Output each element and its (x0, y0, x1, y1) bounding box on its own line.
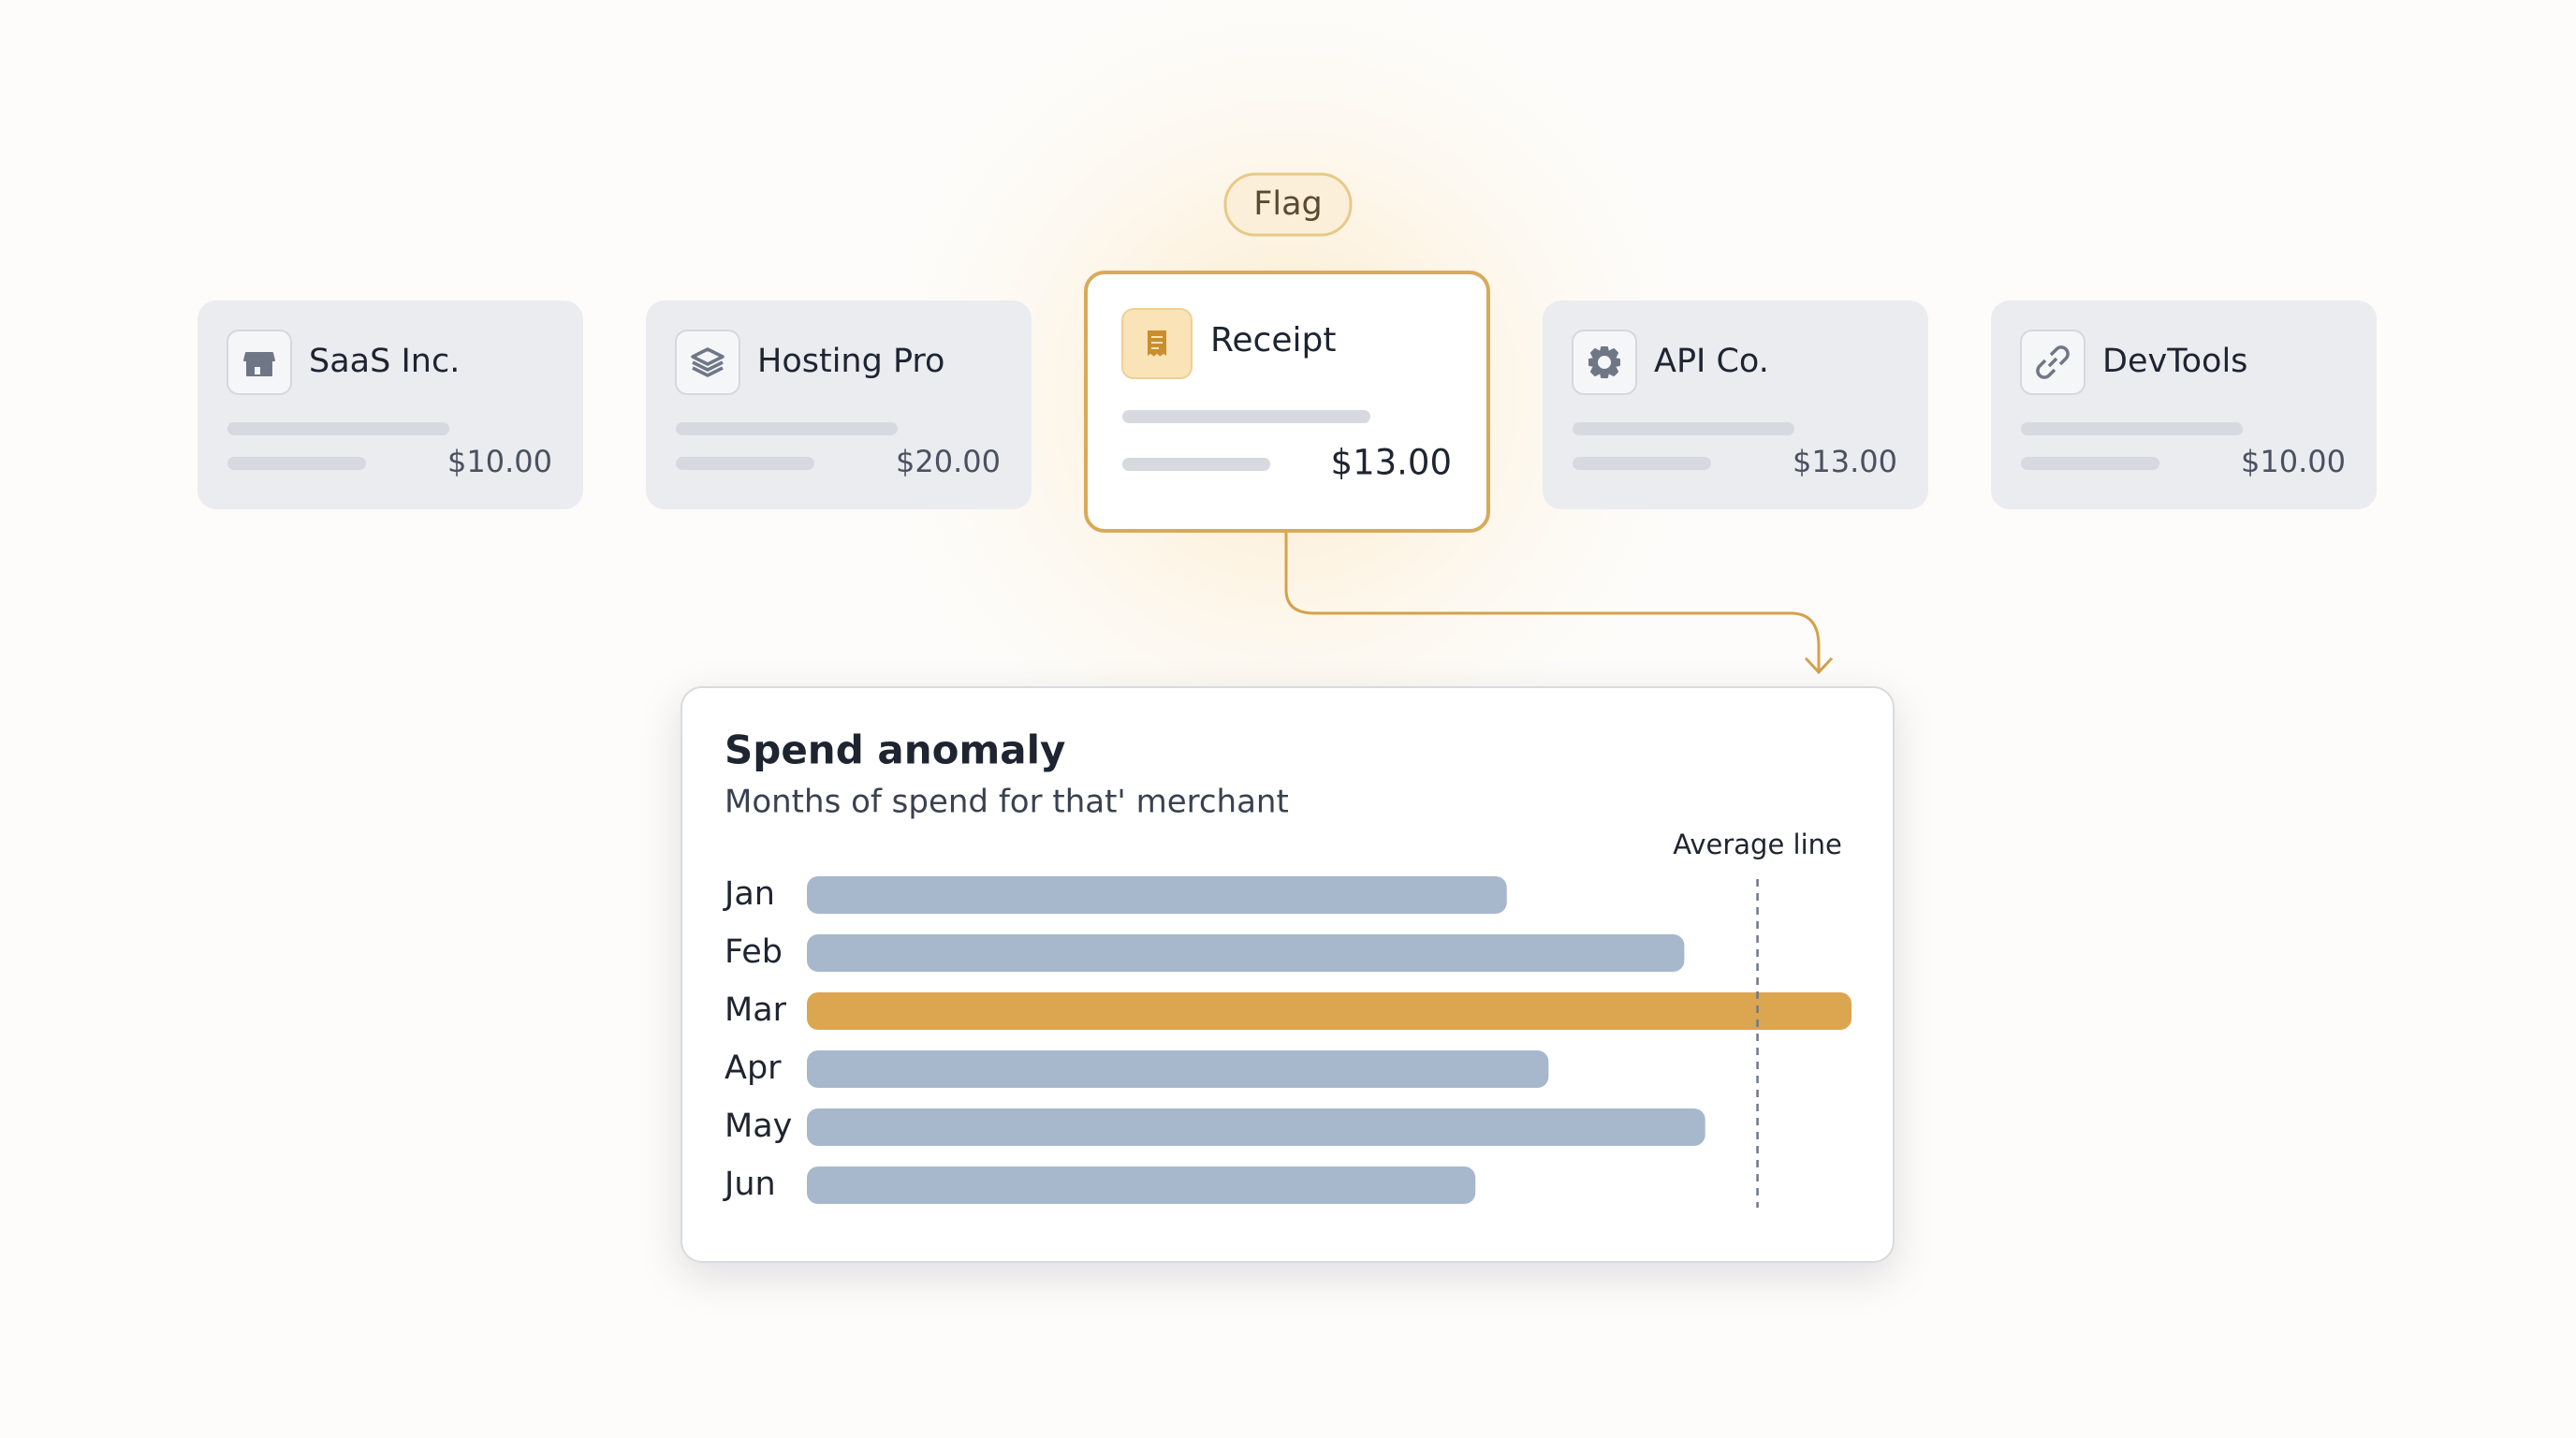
icon-box (675, 330, 740, 395)
placeholder-line (227, 422, 449, 435)
bar (807, 1167, 1476, 1204)
card-amount: $10.00 (2241, 444, 2346, 479)
merchant-card: Hosting Pro $20.00 (646, 301, 1032, 509)
month-label: Mar (724, 991, 787, 1029)
icon (2036, 345, 2070, 379)
placeholder-line (1122, 458, 1270, 471)
connector-arrow (1284, 531, 1834, 675)
bar (807, 934, 1685, 972)
cards: SaaS Inc. $10.00 Hosting Pro $20.00 Receipt $… (198, 271, 2377, 533)
bar (807, 876, 1507, 914)
month-label: Feb (724, 933, 783, 971)
card-name: API Co. (1654, 343, 1769, 380)
bar-chart: Average line Jan Feb Mar Apr May Jun (723, 829, 1852, 1208)
flag-pill (1223, 172, 1353, 237)
icon (1588, 346, 1620, 378)
bar (807, 992, 1852, 1030)
card-amount: $13.00 (1331, 443, 1452, 483)
icon (691, 347, 724, 377)
card-amount: $13.00 (1793, 444, 1897, 479)
card-amount: $20.00 (896, 444, 1001, 479)
card-name: SaaS Inc. (309, 343, 460, 380)
merchant-card: API Co. $13.00 (1543, 301, 1928, 509)
placeholder-line (1573, 422, 1794, 435)
flag-label: Flag (1253, 185, 1323, 223)
month-label: Jan (723, 875, 775, 913)
placeholder-line (676, 422, 898, 435)
icon (1146, 329, 1168, 359)
bar (807, 1108, 1705, 1146)
placeholder-line (676, 457, 814, 470)
average-label: Average line (1673, 829, 1842, 860)
selected-card: Receipt $13.00 (1084, 271, 1490, 533)
placeholder-line (1573, 457, 1711, 470)
month-label: May (724, 1108, 792, 1145)
placeholder-line (227, 457, 366, 470)
card-amount: $10.00 (447, 444, 552, 479)
card-name: DevTools (2102, 343, 2247, 380)
panel-subtitle: Months of spend for that' merchant (724, 784, 1289, 821)
placeholder-line (1122, 410, 1370, 423)
placeholder-line (2021, 457, 2159, 470)
icon (243, 352, 275, 376)
icon-box (1572, 330, 1637, 395)
panel-title: Spend anomaly (724, 727, 1065, 773)
merchant-card: SaaS Inc. $10.00 (198, 301, 583, 509)
bar (807, 1050, 1549, 1088)
card-name: Hosting Pro (757, 343, 944, 380)
month-label: Jun (723, 1166, 776, 1203)
card-name: Receipt (1210, 321, 1336, 360)
month-label: Apr (724, 1049, 782, 1087)
merchant-card: DevTools $10.00 (1991, 301, 2377, 509)
placeholder-line (2021, 422, 2243, 435)
